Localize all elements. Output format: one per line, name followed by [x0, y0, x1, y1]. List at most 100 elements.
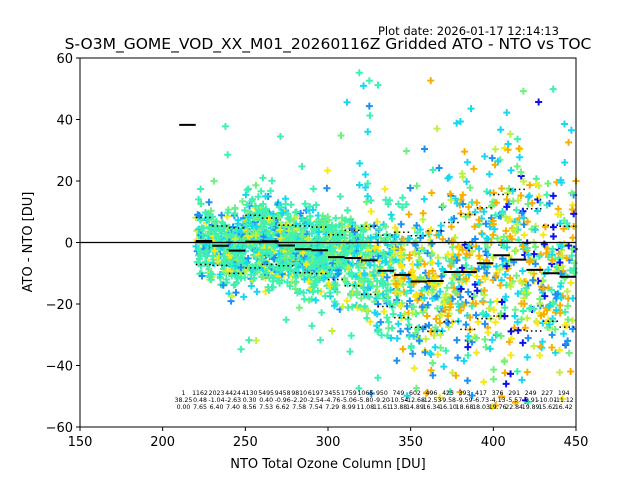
data-point: [508, 235, 516, 243]
bin-stat-label: -2.63: [225, 397, 241, 404]
data-point: [212, 217, 220, 225]
data-point: [427, 225, 435, 233]
data-point: [503, 203, 511, 211]
bin-stat-label: 9810: [291, 390, 307, 397]
data-point: [501, 369, 509, 377]
data-point: [379, 248, 387, 256]
data-point: [440, 363, 448, 371]
data-point: [492, 211, 500, 219]
bin-stat-label: -9.59: [457, 397, 473, 404]
data-point: [245, 336, 253, 344]
data-point: [315, 228, 323, 236]
data-point: [525, 192, 533, 200]
data-point: [197, 185, 205, 193]
data-point: [504, 189, 512, 197]
data-point: [252, 202, 260, 210]
data-point: [237, 263, 245, 271]
data-point: [316, 336, 324, 344]
bin-stat-label: -5.57: [506, 397, 522, 404]
data-point: [429, 286, 437, 294]
data-point: [283, 264, 291, 272]
bin-stat-label: 16.34: [423, 404, 441, 411]
data-point: [569, 294, 577, 302]
data-point: [521, 324, 529, 332]
data-point: [252, 181, 260, 189]
data-point: [407, 287, 415, 295]
data-point: [482, 247, 490, 255]
data-point: [496, 281, 504, 289]
data-point: [320, 274, 328, 282]
data-point: [460, 357, 468, 365]
data-point: [259, 273, 267, 281]
bin-stat-label: -2.54: [308, 397, 324, 404]
data-point: [427, 251, 435, 259]
data-point: [419, 216, 427, 224]
data-point: [505, 185, 513, 193]
data-point: [421, 260, 429, 268]
data-point: [567, 368, 575, 376]
data-point: [506, 215, 514, 223]
data-point: [299, 228, 307, 236]
bin-stat-label: 376: [492, 390, 504, 397]
data-point: [364, 292, 372, 300]
data-point: [389, 237, 397, 245]
data-point: [405, 321, 413, 329]
data-point: [506, 274, 514, 282]
data-point: [382, 258, 390, 266]
data-point: [258, 256, 266, 264]
data-point: [397, 302, 405, 310]
data-point: [470, 165, 478, 173]
data-point: [449, 238, 457, 246]
data-point: [372, 249, 380, 257]
bin-stat-label: 1: [181, 390, 185, 397]
data-point: [460, 302, 468, 310]
data-point: [318, 309, 326, 317]
data-point: [517, 168, 525, 176]
data-point: [429, 371, 437, 379]
data-point: [403, 392, 411, 400]
data-point: [303, 235, 311, 243]
data-point: [260, 223, 268, 231]
data-point: [267, 187, 275, 195]
bin-stat-label: 7.65: [193, 404, 207, 411]
data-point: [238, 197, 246, 205]
data-point: [328, 327, 336, 335]
data-point: [520, 178, 528, 186]
data-point: [257, 187, 265, 195]
bin-stat-label: -0.96: [275, 397, 291, 404]
data-point: [229, 231, 237, 239]
data-point: [300, 295, 308, 303]
bin-stat-label: -10.54: [388, 397, 408, 404]
data-point: [424, 301, 432, 309]
x-tick-label: 200: [150, 435, 175, 450]
data-point: [523, 244, 531, 252]
data-point: [437, 222, 445, 230]
data-point: [284, 210, 292, 218]
data-point: [475, 245, 483, 253]
data-point: [457, 210, 465, 218]
data-point: [406, 297, 414, 305]
data-point: [315, 260, 323, 268]
data-point: [448, 279, 456, 287]
data-point: [312, 296, 320, 304]
data-point: [397, 311, 405, 319]
data-point: [438, 272, 446, 280]
data-point: [241, 206, 249, 214]
data-point: [402, 147, 410, 155]
bin-stat-label: 9458: [275, 390, 291, 397]
data-point: [346, 218, 354, 226]
data-point: [414, 261, 422, 269]
data-point: [454, 354, 462, 362]
bin-stat-label: 249: [525, 390, 537, 397]
bin-stat-label: -6.73: [473, 397, 489, 404]
bin-stat-label: 950: [376, 390, 388, 397]
data-point: [526, 256, 534, 264]
data-point: [520, 221, 528, 229]
data-point: [195, 195, 203, 203]
data-point: [565, 349, 573, 357]
data-point: [338, 223, 346, 231]
scatter-cloud: [192, 69, 580, 411]
data-point: [246, 242, 254, 250]
data-point: [331, 284, 339, 292]
data-point: [234, 220, 242, 228]
